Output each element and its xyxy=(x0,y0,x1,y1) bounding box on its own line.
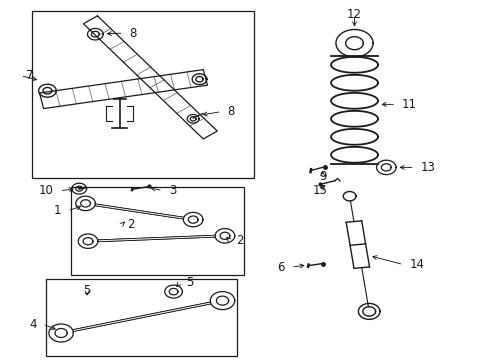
Bar xyxy=(32,11,254,178)
Text: 5: 5 xyxy=(185,276,193,289)
Text: 13: 13 xyxy=(420,161,434,174)
Text: 15: 15 xyxy=(312,184,327,197)
Bar xyxy=(71,187,244,275)
Text: 7: 7 xyxy=(26,69,34,82)
Text: 8: 8 xyxy=(129,27,137,40)
Text: 14: 14 xyxy=(408,258,424,271)
Text: 8: 8 xyxy=(227,105,234,118)
Text: 11: 11 xyxy=(401,98,416,111)
Text: 2: 2 xyxy=(235,234,243,247)
Text: 4: 4 xyxy=(29,318,37,330)
Text: 10: 10 xyxy=(39,184,54,197)
Text: 9: 9 xyxy=(318,170,326,183)
Text: 5: 5 xyxy=(83,284,91,297)
Text: 3: 3 xyxy=(168,184,176,197)
Text: 6: 6 xyxy=(277,261,285,274)
Text: 12: 12 xyxy=(346,8,361,21)
Text: 2: 2 xyxy=(127,219,134,231)
Bar xyxy=(46,279,237,356)
Text: 1: 1 xyxy=(54,204,61,217)
